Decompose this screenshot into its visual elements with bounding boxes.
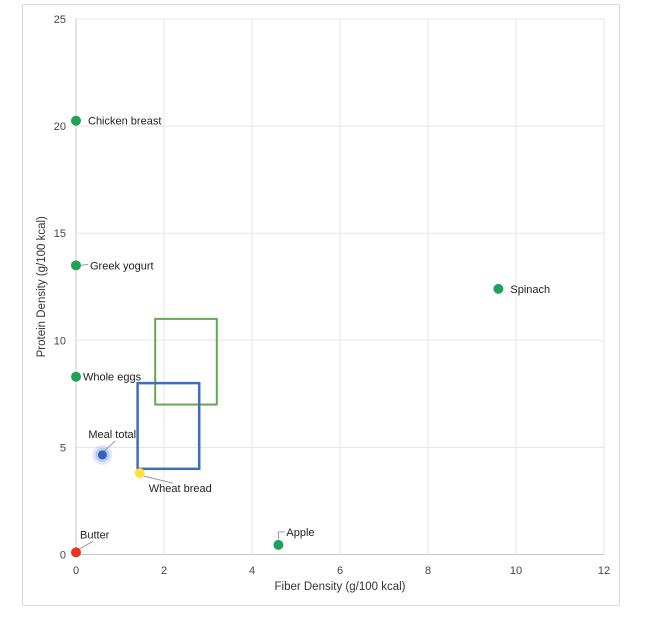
x-tick-label-10: 10 xyxy=(510,565,522,577)
point-label-chicken-breast: Chicken breast xyxy=(88,116,161,128)
point-label-wheat-bread: Wheat bread xyxy=(149,483,212,495)
box-green-range-box xyxy=(154,317,218,406)
chart-frame xyxy=(22,4,620,606)
point-label-greek-yogurt: Greek yogurt xyxy=(90,260,154,272)
y-tick-label-20: 20 xyxy=(54,121,66,133)
y-tick-label-5: 5 xyxy=(60,442,66,454)
y-tick-label-10: 10 xyxy=(54,335,66,347)
x-tick-label-2: 2 xyxy=(161,565,167,577)
point-label-whole-eggs: Whole eggs xyxy=(83,372,142,384)
point-butter xyxy=(71,547,81,558)
x-tick-label-6: 6 xyxy=(337,565,343,577)
y-axis-title: Protein Density (g/100 kcal) xyxy=(36,216,48,357)
point-label-butter: Butter xyxy=(80,529,110,541)
point-wheat-bread xyxy=(134,468,145,479)
x-tick-label-0: 0 xyxy=(73,565,79,577)
point-apple xyxy=(273,539,284,550)
point-spinach xyxy=(493,283,504,294)
point-chicken-breast xyxy=(71,115,81,126)
box-blue-range-box xyxy=(136,381,201,471)
point-label-apple: Apple xyxy=(286,527,314,539)
y-tick-label-0: 0 xyxy=(60,550,66,562)
x-axis-title: Fiber Density (g/100 kcal) xyxy=(274,581,405,593)
x-tick-label-4: 4 xyxy=(249,565,255,577)
leader-line-butter xyxy=(78,540,94,550)
point-label-meal-total: Meal total xyxy=(88,429,136,441)
point-label-spinach: Spinach xyxy=(510,284,550,296)
x-tick-label-8: 8 xyxy=(425,565,431,577)
y-tick-label-15: 15 xyxy=(54,228,66,240)
point-meal-total xyxy=(97,450,107,460)
leader-line-greek-yogurt xyxy=(80,263,89,266)
y-tick-label-25: 25 xyxy=(54,14,66,26)
leader-line-wheat-bread xyxy=(143,475,173,484)
point-greek-yogurt xyxy=(71,260,81,271)
x-tick-label-12: 12 xyxy=(598,565,610,577)
point-whole-eggs xyxy=(71,371,81,382)
leader-line-meal-total xyxy=(104,440,116,452)
